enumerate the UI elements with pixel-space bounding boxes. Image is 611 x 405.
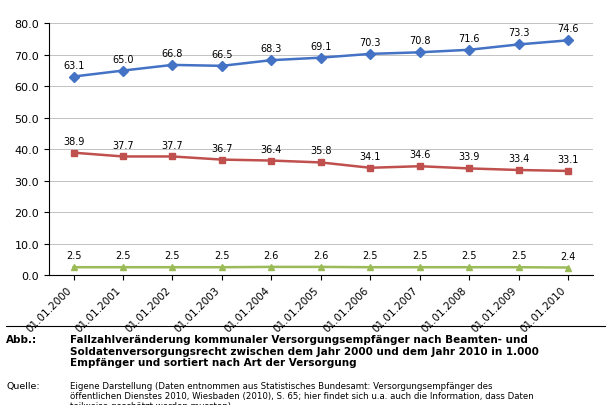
Text: 2.5: 2.5: [66, 251, 81, 261]
Text: 33.9: 33.9: [458, 152, 480, 162]
Text: 34.6: 34.6: [409, 150, 430, 160]
Text: 69.1: 69.1: [310, 42, 331, 51]
Text: 34.1: 34.1: [359, 151, 381, 162]
Waisengeld: [169, 265, 176, 270]
Text: 2.5: 2.5: [412, 251, 428, 261]
Witwen- / Witwergeld: [416, 164, 423, 169]
Witwen- / Witwergeld: [317, 161, 324, 166]
Text: 2.5: 2.5: [461, 251, 477, 261]
Line: Witwen- / Witwergeld: Witwen- / Witwergeld: [70, 150, 571, 175]
Text: 37.7: 37.7: [162, 140, 183, 150]
Ruhegehalt: [169, 63, 176, 68]
Text: 37.7: 37.7: [112, 140, 134, 150]
Text: 71.6: 71.6: [458, 34, 480, 44]
Ruhegehalt: [218, 64, 225, 69]
Text: 2.5: 2.5: [115, 251, 131, 261]
Text: 36.4: 36.4: [261, 144, 282, 154]
Text: 74.6: 74.6: [557, 24, 579, 34]
Waisengeld: [317, 265, 324, 270]
Text: 2.6: 2.6: [313, 250, 329, 260]
Text: 73.3: 73.3: [508, 28, 529, 38]
Text: 70.3: 70.3: [359, 38, 381, 48]
Text: 2.5: 2.5: [511, 251, 526, 261]
Ruhegehalt: [515, 43, 522, 48]
Text: 2.5: 2.5: [362, 251, 378, 261]
Witwen- / Witwergeld: [218, 158, 225, 163]
Text: 66.5: 66.5: [211, 50, 233, 60]
Text: 70.8: 70.8: [409, 36, 430, 46]
Line: Waisengeld: Waisengeld: [70, 264, 571, 271]
Ruhegehalt: [367, 52, 374, 57]
Text: 63.1: 63.1: [63, 60, 84, 70]
Text: 66.8: 66.8: [162, 49, 183, 59]
Ruhegehalt: [466, 48, 473, 53]
Ruhegehalt: [119, 69, 126, 74]
Ruhegehalt: [416, 51, 423, 55]
Text: 36.7: 36.7: [211, 143, 233, 153]
Line: Ruhegehalt: Ruhegehalt: [70, 38, 571, 81]
Witwen- / Witwergeld: [119, 155, 126, 160]
Text: 33.1: 33.1: [557, 155, 579, 164]
Text: 38.9: 38.9: [63, 136, 84, 146]
Ruhegehalt: [268, 59, 275, 64]
Ruhegehalt: [317, 56, 324, 61]
Waisengeld: [565, 265, 572, 270]
Text: 33.4: 33.4: [508, 153, 529, 164]
Ruhegehalt: [70, 75, 77, 80]
Witwen- / Witwergeld: [268, 159, 275, 164]
Text: 2.4: 2.4: [560, 251, 576, 261]
Text: Fallzahlveränderung kommunaler Versorgungsempfänger nach Beamten- und
Soldatenve: Fallzahlveränderung kommunaler Versorgun…: [70, 334, 539, 367]
Witwen- / Witwergeld: [367, 166, 374, 171]
Waisengeld: [268, 265, 275, 270]
Waisengeld: [466, 265, 473, 270]
Ruhegehalt: [565, 39, 572, 44]
Text: Eigene Darstellung (Daten entnommen aus Statistisches Bundesamt: Versorgungsempf: Eigene Darstellung (Daten entnommen aus …: [70, 381, 534, 405]
Waisengeld: [416, 265, 423, 270]
Text: 68.3: 68.3: [261, 44, 282, 54]
Text: 65.0: 65.0: [112, 55, 134, 64]
Witwen- / Witwergeld: [169, 155, 176, 160]
Waisengeld: [70, 265, 77, 270]
Waisengeld: [119, 265, 126, 270]
Witwen- / Witwergeld: [515, 168, 522, 173]
Witwen- / Witwergeld: [70, 151, 77, 156]
Witwen- / Witwergeld: [466, 166, 473, 171]
Text: Quelle:: Quelle:: [6, 381, 40, 390]
Text: Abb.:: Abb.:: [6, 334, 37, 344]
Waisengeld: [218, 265, 225, 270]
Text: 35.8: 35.8: [310, 146, 332, 156]
Text: 2.5: 2.5: [165, 251, 180, 261]
Waisengeld: [367, 265, 374, 270]
Text: 2.5: 2.5: [214, 251, 230, 261]
Witwen- / Witwergeld: [565, 169, 572, 174]
Waisengeld: [515, 265, 522, 270]
Text: 2.6: 2.6: [264, 250, 279, 260]
